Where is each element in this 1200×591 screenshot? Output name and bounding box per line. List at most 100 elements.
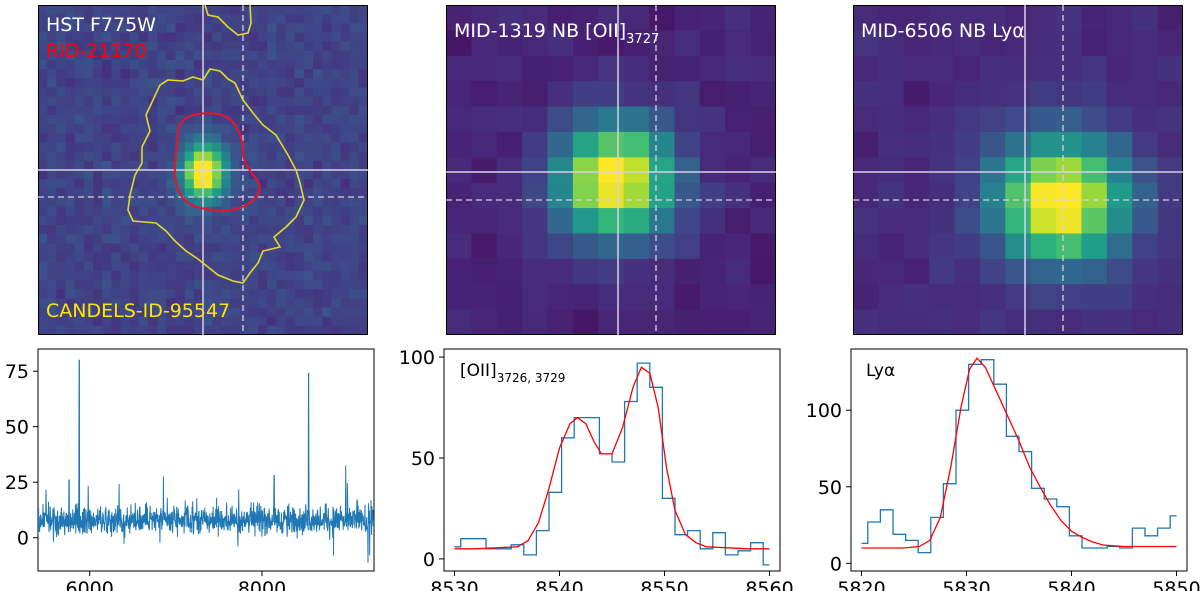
heatmap-pixel (74, 151, 85, 162)
heatmap-pixel (1132, 182, 1159, 209)
heatmap-pixel (903, 233, 930, 260)
heatmap-pixel (1132, 55, 1159, 82)
heatmap-pixel (148, 115, 158, 125)
x-tick-label: 8550 (640, 578, 688, 591)
heatmap-pixel (313, 32, 323, 43)
heatmap-pixel (358, 133, 368, 144)
heatmap-pixel (258, 206, 268, 217)
heatmap-pixel (294, 215, 305, 226)
heatmap-pixel (903, 106, 930, 133)
heatmap-pixel (148, 133, 158, 144)
heatmap-pixel (258, 270, 268, 281)
heatmap-pixel (649, 208, 676, 235)
heatmap-pixel (313, 105, 323, 116)
heatmap-pixel (331, 60, 342, 70)
heatmap-pixel (303, 78, 314, 89)
heatmap-pixel (184, 225, 195, 235)
heatmap-pixel (129, 325, 140, 335)
heatmap-pixel (303, 298, 314, 309)
heatmap-pixel (1056, 284, 1083, 311)
heatmap-pixel (148, 307, 158, 318)
heatmap-pixel (285, 261, 296, 272)
heatmap-pixel (471, 208, 498, 235)
heatmap-pixel (83, 197, 94, 208)
heatmap-pixel (853, 106, 879, 133)
heatmap-pixel (331, 270, 342, 281)
heatmap-pixel (148, 316, 158, 327)
heatmap-pixel (157, 289, 167, 299)
heatmap-pixel (572, 284, 599, 311)
heatmap-pixel (212, 261, 222, 272)
heatmap-pixel (322, 252, 332, 263)
heatmap-pixel (148, 252, 158, 263)
heatmap-pixel (294, 78, 305, 89)
heatmap-pixel (193, 234, 204, 244)
heatmap-pixel (294, 14, 305, 24)
heatmap-pixel (138, 170, 149, 180)
heatmap-pixel (102, 160, 112, 171)
heatmap-pixel (157, 124, 167, 134)
heatmap-pixel (1157, 30, 1183, 57)
heatmap-pixel (111, 280, 122, 290)
heatmap-pixel (285, 41, 296, 52)
heatmap-pixel (166, 316, 177, 327)
heatmap-pixel (193, 78, 204, 89)
heatmap-pixel (267, 32, 277, 43)
heatmap-pixel (239, 307, 250, 318)
heatmap-pixel (203, 5, 213, 15)
heatmap-pixel (340, 234, 351, 244)
heatmap-pixel (212, 252, 222, 263)
heatmap-pixel (248, 252, 259, 263)
heatmap-pixel (322, 225, 332, 235)
y-tick-label: 75 (5, 361, 29, 383)
heatmap-pixel (285, 142, 296, 153)
heatmap-pixel (750, 258, 776, 285)
heatmap-pixel (193, 206, 204, 217)
heatmap-pixel (522, 182, 549, 209)
heatmap-pixel (175, 5, 186, 15)
heatmap-pixel (175, 115, 186, 125)
image-heatmap (446, 5, 776, 335)
heatmap-pixel (303, 252, 314, 263)
heatmap-pixel (138, 23, 149, 34)
heatmap-pixel (148, 14, 158, 24)
heatmap-pixel (221, 78, 232, 89)
heatmap-pixel (138, 289, 149, 299)
heatmap-pixel (138, 252, 149, 263)
heatmap-pixel (340, 96, 351, 107)
heatmap-pixel (294, 206, 305, 217)
heatmap-pixel (74, 133, 85, 144)
heatmap-pixel (239, 5, 250, 15)
heatmap-pixel (322, 69, 332, 79)
heatmap-pixel (929, 258, 956, 285)
heatmap-pixel (74, 96, 85, 107)
heatmap-pixel (331, 23, 342, 34)
heatmap-pixel (175, 307, 186, 318)
heatmap-pixel (129, 225, 140, 235)
heatmap-pixel (83, 78, 94, 89)
heatmap-pixel (203, 105, 213, 116)
heatmap-pixel (267, 60, 277, 70)
heatmap-pixel (47, 23, 57, 34)
heatmap-pixel (331, 206, 342, 217)
heatmap-pixel (230, 206, 241, 217)
heatmap-pixel (248, 289, 259, 299)
heatmap-pixel (193, 160, 204, 171)
heatmap-pixel (93, 41, 103, 52)
heatmap-pixel (65, 23, 76, 34)
heatmap-pixel (111, 170, 122, 180)
heatmap-pixel (1056, 309, 1083, 335)
heatmap-pixel (157, 325, 167, 335)
heatmap-pixel (166, 96, 177, 107)
heatmap-pixel (1030, 30, 1057, 57)
heatmap-pixel (1005, 106, 1032, 133)
heatmap-pixel (572, 55, 599, 82)
heatmap-pixel (157, 105, 167, 116)
heatmap-pixel (340, 270, 351, 281)
image-frame (446, 5, 776, 335)
heatmap-pixel (129, 270, 140, 281)
heatmap-pixel (349, 179, 360, 189)
heatmap-pixel (285, 316, 296, 327)
heatmap-pixel (102, 197, 112, 208)
heatmap-pixel (547, 182, 574, 209)
